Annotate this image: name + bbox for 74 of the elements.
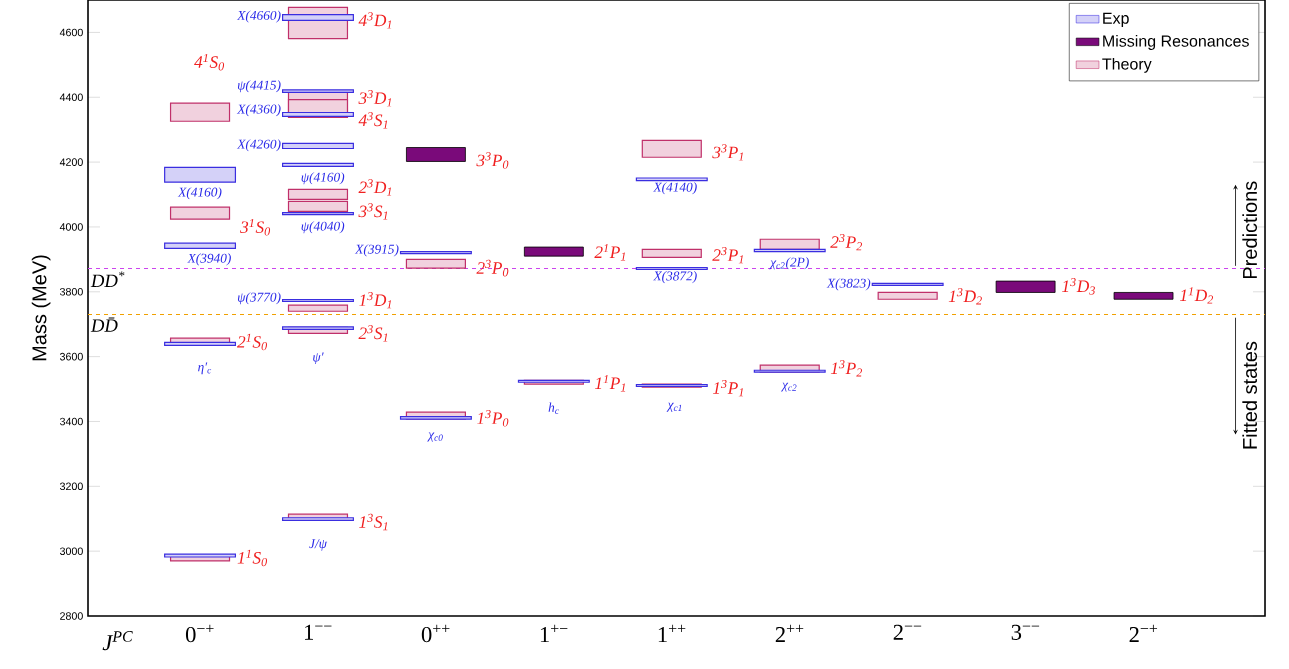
annotation: 3$^{3}$S$_{1}$ — [358, 203, 388, 220]
annotation: X(3915) — [354, 244, 399, 257]
y-tick-label: 3200 — [59, 482, 83, 491]
annotation: ψ(3770) — [237, 292, 281, 305]
annotation: 3$^{3}$P$_{0}$ — [476, 152, 509, 169]
annotation: ψ′ — [313, 352, 324, 365]
x-tick-label: 1$^{−−}$ — [305, 624, 332, 640]
y-tick-label: 3800 — [59, 288, 83, 296]
annotation: X(3823) — [826, 278, 871, 291]
annotation: 2$^{1}$S$_{0}$ — [237, 333, 268, 351]
annotation: 3$^{3}$D$_{1}$ — [358, 90, 392, 107]
annotation: 2$^{3}$S$_{1}$ — [358, 325, 388, 342]
annotation: X(4360) — [236, 104, 281, 117]
x-tick-label: 3$^{−−}$ — [1011, 624, 1040, 640]
annotation: 2$^{3}$P$_{1}$ — [712, 246, 744, 264]
x-tick-label: 2$^{−−}$ — [893, 624, 922, 640]
annotation: 2$^{3}$P$_{0}$ — [476, 259, 509, 277]
x-tick-label: 0$^{++}$ — [421, 624, 450, 643]
annotation: X(4260) — [236, 139, 281, 152]
annotation: 1$^{3}$D$_{2}$ — [948, 288, 982, 305]
ref-line-label: DD$^{*}$ — [90, 271, 125, 287]
annotation: η′$_{c}$ — [198, 362, 212, 375]
annotation: 1$^{3}$D$_{3}$ — [1062, 278, 1095, 295]
annotation: X(4660) — [236, 10, 281, 23]
annotation: X(3872) — [653, 271, 697, 284]
annotation: χ$_{c2}$ — [780, 382, 797, 392]
annotation: 1$^{3}$D$_{1}$ — [359, 292, 392, 309]
annotation: 4$^{3}$D$_{1}$ — [358, 12, 392, 29]
x-tick-label: 2$^{++}$ — [775, 624, 804, 643]
annotation: χ$_{c1}$ — [666, 402, 682, 412]
ref-line-label: DD̄ — [90, 317, 118, 332]
annotation: 2$^{3}$P$_{2}$ — [830, 233, 863, 251]
annotation: 1$^{1}$P$_{1}$ — [595, 375, 626, 392]
legend-label: Theory — [1102, 57, 1152, 73]
x-tick-label: 2$^{−+}$ — [1129, 624, 1158, 643]
annotation: ψ(4160) — [301, 172, 345, 185]
annotation: 2$^{3}$D$_{1}$ — [358, 179, 392, 196]
annotation: ψ(4040) — [301, 221, 345, 234]
y-tick-label: 4200 — [59, 158, 83, 166]
y-tick-label: 2800 — [60, 612, 83, 620]
x-tick-label: 1$^{+−}$ — [540, 624, 568, 643]
x-tick-label: 0$^{−+}$ — [185, 624, 214, 643]
annotation: X(4140) — [653, 182, 697, 195]
annotation: 4$^{1}$S$_{0}$ — [194, 53, 225, 71]
annotation: 1$^{1}$D$_{2}$ — [1179, 287, 1214, 304]
annotation: χ$_{c0}$ — [427, 432, 443, 442]
annotation: 1$^{1}$S$_{0}$ — [237, 549, 268, 567]
annotation: 3$^{1}$S$_{0}$ — [240, 219, 271, 236]
y-axis-title: Mass (MeV) — [31, 255, 51, 361]
annotation: J/ψ — [309, 539, 328, 551]
y-tick-label: 4400 — [59, 93, 83, 102]
annotation: 3$^{3}$P$_{1}$ — [712, 144, 744, 161]
y-tick-label: 3400 — [59, 417, 83, 426]
annotation: Predictions — [1242, 181, 1258, 279]
annotation: 2$^{1}$P$_{1}$ — [594, 244, 626, 261]
annotation: X(3940) — [187, 253, 231, 266]
annotation: Fitted states — [1242, 341, 1258, 449]
legend-label: Missing Resonances — [1103, 35, 1249, 50]
annotation: 1$^{3}$P$_{1}$ — [712, 379, 744, 397]
annotation: X(4160) — [177, 187, 222, 200]
annotation: χ$_{c2}$(2P) — [769, 257, 809, 270]
annotation: 4$^{3}$S$_{1}$ — [358, 112, 388, 129]
y-tick-label: 4000 — [59, 223, 83, 231]
y-tick-label: 4600 — [59, 28, 83, 37]
x-axis-title: J$^{PC}$ — [102, 631, 133, 651]
annotation: 1$^{3}$S$_{1}$ — [359, 513, 388, 531]
annotation: h$_{c}$ — [548, 402, 559, 414]
y-tick-label: 3000 — [59, 547, 83, 555]
annotation: ψ(4415) — [237, 80, 281, 93]
legend-label: Exp — [1103, 12, 1129, 28]
annotation: 1$^{3}$P$_{0}$ — [477, 410, 509, 427]
y-tick-label: 3600 — [59, 352, 83, 361]
x-tick-label: 1$^{++}$ — [658, 624, 686, 643]
annotation: 1$^{3}$P$_{2}$ — [830, 360, 863, 377]
